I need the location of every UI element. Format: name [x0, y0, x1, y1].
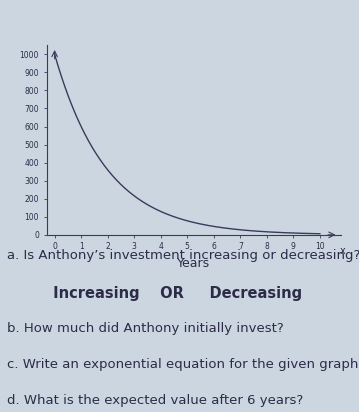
Text: a. Is Anthony’s investment increasing or decreasing?: a. Is Anthony’s investment increasing or… — [7, 249, 359, 262]
Text: Increasing    OR     Decreasing: Increasing OR Decreasing — [7, 286, 302, 300]
Text: c. Write an exponential equation for the given graph.: c. Write an exponential equation for the… — [7, 358, 359, 371]
X-axis label: Years: Years — [177, 257, 210, 270]
Text: x: x — [340, 246, 345, 256]
Text: b. How much did Anthony initially invest?: b. How much did Anthony initially invest… — [7, 322, 284, 335]
Text: d. What is the expected value after 6 years?: d. What is the expected value after 6 ye… — [7, 394, 303, 407]
